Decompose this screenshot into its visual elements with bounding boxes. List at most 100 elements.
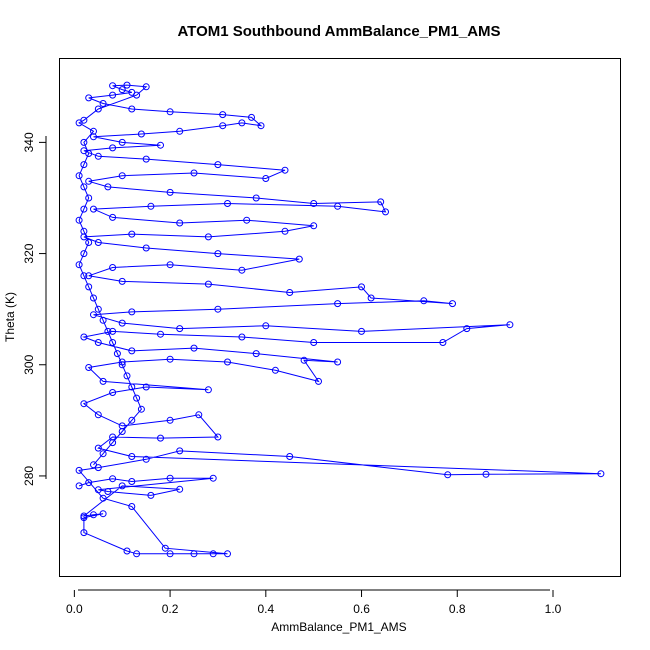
data-point	[99, 316, 107, 324]
data-point	[252, 194, 260, 202]
data-point	[137, 130, 145, 138]
x-tick-label: 0.2	[162, 602, 179, 616]
data-point	[128, 105, 136, 113]
data-point	[204, 280, 212, 288]
y-ticks: 280 300 320 340	[22, 132, 46, 486]
data-point	[118, 361, 126, 369]
data-point	[113, 350, 121, 358]
data-point	[310, 200, 318, 207]
data-point	[94, 339, 102, 346]
data-point	[176, 219, 184, 227]
data-point	[123, 81, 131, 89]
data-point	[99, 377, 107, 385]
data-point	[262, 322, 270, 330]
data-point	[506, 321, 514, 329]
data-point	[176, 127, 184, 135]
data-point	[133, 394, 141, 402]
data-point	[99, 450, 107, 458]
data-point	[157, 330, 164, 338]
data-point	[281, 227, 289, 235]
data-point	[80, 529, 88, 537]
data-point	[94, 486, 102, 494]
data-point	[286, 453, 294, 460]
data-point	[94, 411, 102, 419]
data-point	[80, 227, 88, 235]
data-point	[75, 216, 83, 224]
series-line	[78, 84, 601, 555]
data-point	[310, 339, 318, 346]
chart-title: ATOM1 Southbound AmmBalance_PM1_AMS	[177, 23, 500, 40]
data-point	[334, 300, 342, 308]
data-point	[439, 339, 447, 346]
points-layer	[75, 81, 605, 558]
data-point	[238, 266, 246, 274]
y-axis-label: Theta (K)	[3, 292, 17, 342]
data-point	[420, 297, 428, 305]
data-point	[109, 475, 117, 483]
data-point	[214, 433, 222, 441]
data-point	[75, 172, 83, 180]
data-point	[137, 405, 145, 413]
data-point	[80, 161, 88, 169]
data-point	[157, 434, 164, 442]
data-point	[224, 358, 231, 366]
data-point	[128, 308, 136, 316]
data-point	[166, 261, 174, 269]
data-point	[85, 150, 93, 157]
data-point	[142, 83, 150, 91]
data-point	[219, 122, 227, 130]
data-point	[224, 200, 231, 207]
data-point	[85, 479, 93, 487]
data-point	[94, 444, 102, 452]
data-point	[128, 416, 136, 424]
data-point	[204, 386, 212, 394]
data-point	[166, 550, 174, 558]
data-point	[315, 377, 322, 385]
data-point	[104, 327, 112, 335]
data-point	[377, 198, 385, 206]
data-point	[94, 152, 102, 160]
data-point	[334, 202, 342, 210]
data-point	[109, 389, 117, 396]
data-point	[238, 119, 246, 127]
data-point	[166, 355, 174, 363]
data-point	[75, 119, 83, 127]
data-point	[80, 138, 88, 146]
x-tick-label: 1.0	[545, 602, 562, 616]
data-point	[104, 183, 112, 191]
data-point	[128, 347, 136, 355]
data-point	[358, 327, 365, 335]
data-point	[90, 461, 97, 469]
data-point	[109, 144, 117, 152]
data-point	[166, 108, 174, 116]
data-point	[109, 439, 117, 447]
data-point	[80, 400, 88, 408]
data-point	[224, 550, 231, 558]
data-point	[80, 514, 88, 522]
data-point	[75, 482, 83, 490]
data-point	[133, 91, 141, 99]
data-point	[214, 250, 222, 258]
data-point	[123, 547, 131, 555]
data-point	[147, 491, 155, 499]
data-point	[195, 411, 203, 419]
data-point	[128, 230, 136, 238]
data-point	[281, 166, 289, 174]
data-point	[367, 294, 375, 302]
x-axis-label: AmmBalance_PM1_AMS	[271, 620, 406, 634]
data-point	[243, 216, 251, 224]
data-point	[358, 283, 365, 291]
data-point	[118, 358, 126, 366]
y-tick-label: 340	[22, 132, 36, 152]
data-point	[80, 333, 88, 341]
data-point	[104, 488, 112, 495]
data-point	[109, 82, 117, 90]
data-point	[190, 169, 198, 177]
data-point	[482, 470, 490, 478]
data-point	[128, 453, 136, 460]
data-point	[248, 113, 255, 121]
data-point	[142, 455, 150, 463]
y-tick-label: 300	[22, 354, 36, 374]
data-point	[94, 305, 102, 313]
data-point	[94, 105, 102, 113]
